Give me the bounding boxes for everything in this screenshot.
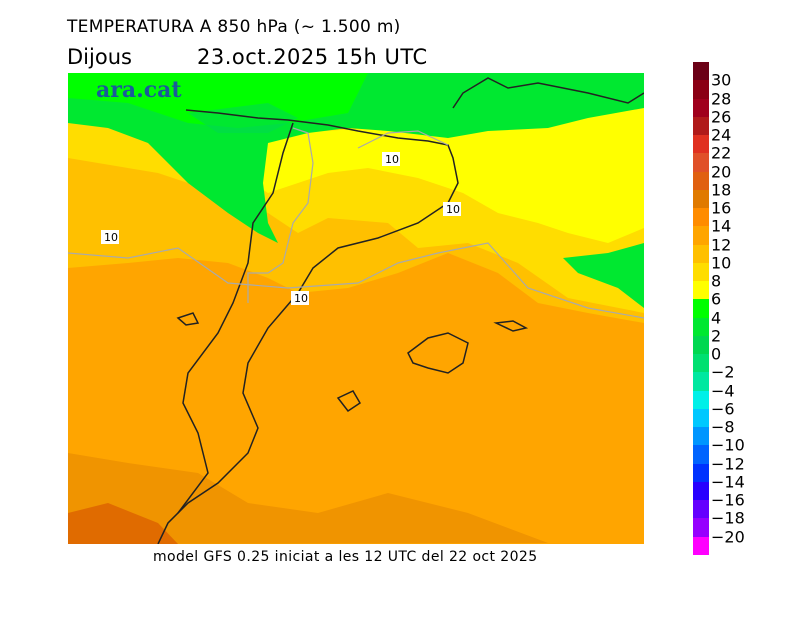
temp-field-4-east	[563, 243, 644, 308]
colorbar-label: 2	[711, 326, 722, 346]
colorbar-band	[693, 299, 709, 318]
contour-label: 10	[104, 231, 118, 244]
colorbar-label: 12	[711, 235, 732, 254]
colorbar-band	[693, 427, 709, 446]
colorbar-label: 10	[711, 253, 732, 273]
colorbar-label: −4	[711, 381, 735, 400]
colorbar-label: −2	[711, 362, 735, 382]
colorbar-band	[693, 116, 709, 135]
colorbar-label: −10	[711, 435, 745, 455]
colorbar-band	[693, 372, 709, 391]
temperature-map: 10 10 10 10	[68, 73, 644, 544]
colorbar-band	[693, 500, 709, 519]
colorbar-band	[693, 390, 709, 409]
colorbar-label: −20	[711, 527, 745, 546]
colorbar-label: −16	[711, 490, 745, 510]
colorbar-label: 26	[711, 107, 732, 127]
colorbar-band	[693, 354, 709, 373]
colorbar-band	[693, 408, 709, 427]
colorbar-label: 6	[711, 289, 722, 309]
colorbar-band	[693, 317, 709, 336]
colorbar	[693, 62, 709, 555]
colorbar-label: 14	[711, 216, 732, 236]
colorbar-band	[693, 536, 709, 555]
colorbar-label: 8	[711, 271, 722, 291]
colorbar-band	[693, 244, 709, 263]
colorbar-band	[693, 481, 709, 500]
ara-cat-logo: ara.cat	[96, 77, 182, 103]
coastline	[157, 77, 644, 544]
colorbar-band	[693, 135, 709, 154]
colorbar-band	[693, 98, 709, 117]
colorbar-band	[693, 463, 709, 482]
colorbar-band	[693, 153, 709, 172]
colorbar-label: −6	[711, 399, 735, 419]
colorbar-label: −18	[711, 508, 745, 528]
forecast-date: 23.oct.2025 15h UTC	[197, 45, 428, 69]
contour-label: 10	[446, 203, 460, 216]
temp-field-8	[248, 103, 644, 243]
temp-field-6	[68, 73, 368, 128]
contour-label: 10	[294, 292, 308, 305]
colorbar-label: 28	[711, 89, 732, 108]
temp-field-2	[188, 103, 298, 133]
colorbar-label: 22	[711, 143, 732, 163]
colorbar-band	[693, 189, 709, 208]
model-info: model GFS 0.25 iniciat a les 12 UTC del …	[153, 549, 538, 565]
colorbar-label: 4	[711, 308, 722, 327]
colorbar-band	[693, 62, 709, 81]
colorbar-label: −12	[711, 454, 745, 473]
colorbar-band	[693, 335, 709, 354]
forecast-day: Dijous	[67, 45, 132, 69]
colorbar-band	[693, 281, 709, 300]
colorbar-band	[693, 518, 709, 537]
colorbar-band	[693, 226, 709, 245]
colorbar-label: −8	[711, 417, 735, 437]
temp-field-18	[68, 503, 178, 544]
colorbar-label: 24	[711, 125, 732, 145]
colorbar-band	[693, 171, 709, 190]
temp-field-16	[68, 453, 548, 544]
colorbar-label: 20	[711, 162, 732, 181]
colorbar-label: 0	[711, 344, 722, 364]
contour-labels: 10 10 10 10	[101, 152, 461, 305]
colorbar-band	[693, 262, 709, 281]
colorbar-band	[693, 208, 709, 227]
borders	[68, 127, 644, 319]
map-title: TEMPERATURA A 850 hPa (~ 1.500 m)	[67, 17, 401, 37]
colorbar-label: 18	[711, 180, 732, 200]
colorbar-label: 30	[711, 70, 732, 90]
contour-label: 10	[385, 153, 399, 166]
colorbar-band	[693, 80, 709, 99]
colorbar-label: −14	[711, 472, 745, 492]
colorbar-band	[693, 445, 709, 464]
colorbar-label: 16	[711, 198, 732, 218]
